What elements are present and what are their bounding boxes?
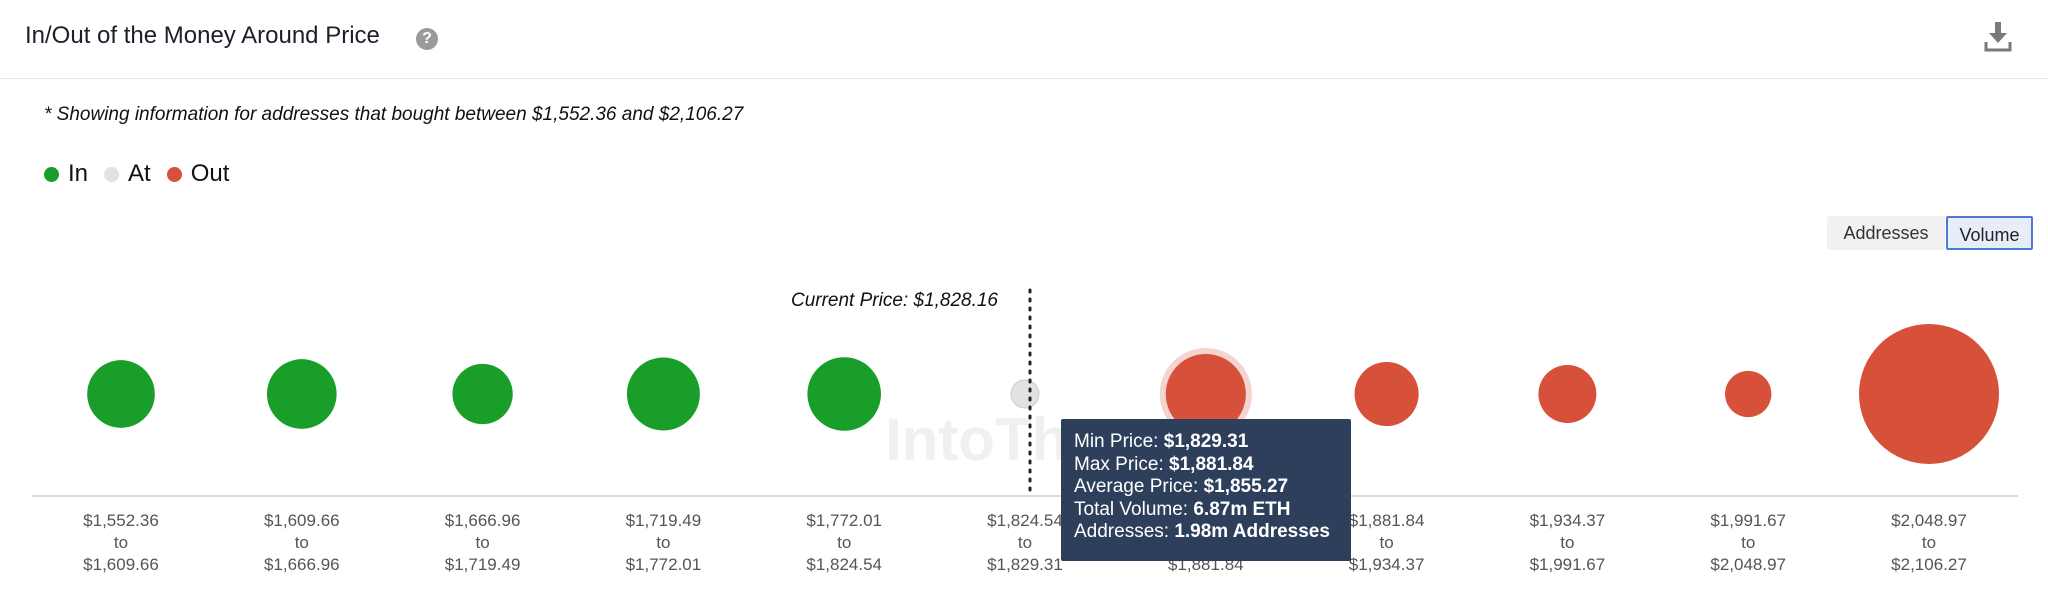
bucket-label-upper: $2,048.97 [1710,555,1786,574]
bucket-label: $1,934.37 to $1,991.67 [1530,511,1606,574]
bucket-label: $2,048.97 to $2,106.27 [1891,511,1967,574]
bucket-label-upper: $2,106.27 [1891,555,1967,574]
bubble-in [626,357,700,431]
bucket-label: $1,552.36 to $1,609.66 [83,511,159,574]
bucket-label-to: to [1018,533,1032,552]
bucket-label: $1,881.84 to $1,934.37 [1349,511,1425,574]
bucket-label-from: $1,552.36 [83,511,159,530]
bucket-label-to: to [1741,533,1755,552]
bucket-label-to: to [837,533,851,552]
bubble-in [266,359,337,429]
bucket-label-upper: $1,934.37 [1349,555,1425,574]
volume-toggle-button[interactable]: Volume [1946,216,2033,250]
bucket-label-to: to [1922,533,1936,552]
tooltip-average-price: Average Price: $1,855.27 [1074,476,1289,497]
bucket-label-upper: $1,666.96 [264,555,340,574]
bucket-label-upper: $1,991.67 [1530,555,1606,574]
bucket-label-from: $1,934.37 [1530,511,1606,530]
page-title: In/Out of the Money Around Price [25,22,380,49]
tooltip-addresses: Addresses: 1.98m Addresses [1074,521,1330,542]
bucket-label-upper: $1,824.54 [806,555,882,574]
bucket-label-from: $1,772.01 [806,511,882,530]
addresses-toggle-button[interactable]: Addresses [1827,216,1945,250]
bucket-label-from: $1,666.96 [445,511,521,530]
legend-label-in: In [68,160,89,187]
bubble-tooltip: Min Price: $1,829.31 Max Price: $1,881.8… [1061,419,1351,561]
tooltip-min-price: Min Price: $1,829.31 [1074,431,1249,452]
bucket-label-to: to [656,533,670,552]
bubble-out [1859,324,1999,464]
bubble-at [1010,379,1040,409]
legend-item-in[interactable]: In [44,160,88,188]
bucket-label-to: to [1380,533,1394,552]
bubble-in [452,363,513,425]
tooltip-max-price: Max Price: $1,881.84 [1074,453,1254,475]
bucket-label: $1,719.49 to $1,772.01 [626,511,702,574]
legend-label-at: At [128,160,151,187]
bubble-in [807,357,881,431]
bucket-label: $1,824.54 to $1,829.31 [987,511,1063,574]
bucket-label-to: to [295,533,309,552]
bucket-label: $1,991.67 to $2,048.97 [1710,511,1786,574]
bucket-label-from: $1,991.67 [1710,511,1786,530]
bucket-label-to: to [1560,533,1574,552]
legend-label-out: Out [190,160,230,187]
bucket-label: $1,609.66 to $1,666.96 [264,511,340,574]
legend-dot-out [166,166,182,182]
download-icon[interactable] [1984,22,2012,52]
bubble-out [1165,353,1246,435]
current-price-label: Current Price: $1,828.16 [791,290,998,311]
legend: In At Out [44,160,245,188]
bucket-label-from: $2,048.97 [1891,511,1967,530]
bubble-out [1538,365,1597,423]
bucket-label: $1,772.01 to $1,824.54 [806,511,882,574]
bucket-label-from: $1,824.54 [987,511,1063,530]
bucket-label-upper: $1,772.01 [626,555,702,574]
bucket-label-from: $1,881.84 [1349,511,1425,530]
question-mark-circle-icon[interactable]: ? [416,28,438,50]
bucket-label-from: $1,609.66 [264,511,340,530]
panel-header: In/Out of the Money Around Price ? [0,0,2048,79]
bucket-label-to: to [114,533,128,552]
legend-item-out[interactable]: Out [166,160,230,188]
legend-item-at[interactable]: At [104,160,151,188]
bucket-label-upper: $1,829.31 [987,555,1063,574]
bubble-in [87,360,155,428]
bucket-label-to: to [476,533,490,552]
legend-dot-at [104,166,120,182]
bucket-label-from: $1,719.49 [626,511,702,530]
bubble-out [1725,370,1772,418]
legend-dot-in [44,166,59,182]
tooltip-total-volume: Total Volume: 6.87m ETH [1074,498,1291,520]
bucket-label-upper: $1,609.66 [83,555,159,574]
bucket-label: $1,666.96 to $1,719.49 [445,511,521,574]
bucket-label-upper: $1,719.49 [445,555,521,574]
range-note: * Showing information for addresses that… [44,104,744,125]
bubble-out [1354,361,1419,427]
